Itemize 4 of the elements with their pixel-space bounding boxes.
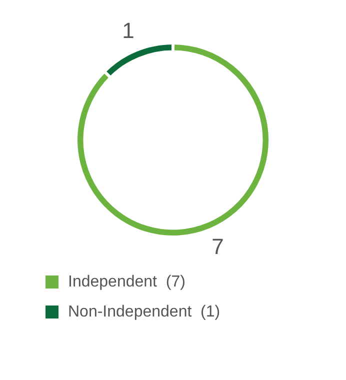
data-label: 7	[212, 234, 224, 260]
data-label: 1	[122, 18, 134, 43]
legend-label: Non-Independent (1)	[68, 303, 220, 320]
legend-label: Independent (7)	[68, 273, 186, 290]
